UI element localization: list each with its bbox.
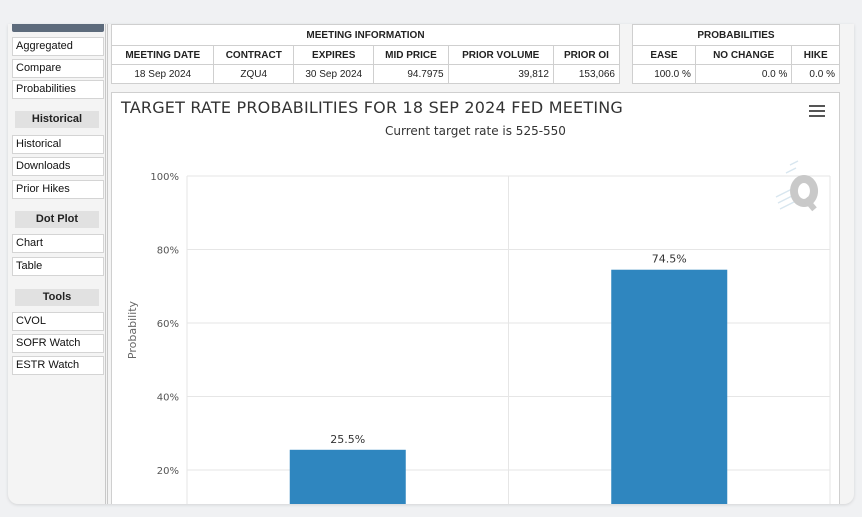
sidebar: Aggregated Compare Probabilities Histori…: [12, 24, 108, 504]
app-frame: Aggregated Compare Probabilities Histori…: [8, 24, 854, 504]
meeting-info-table: MEETING INFORMATION MEETING DATE CONTRAC…: [110, 24, 621, 84]
cell-contract: ZQU4: [213, 64, 295, 84]
y-tick-label: 80%: [157, 246, 179, 257]
cell-mid-price: 94.7975: [373, 64, 449, 84]
chart-container: 20% 40% 60% 80% 100% Probability 25.5% 74.5% TA…: [111, 92, 840, 504]
q-logo-icon: [775, 160, 819, 212]
cell-meeting-date: 18 Sep 2024: [110, 64, 215, 84]
y-tick-label: 100%: [150, 172, 179, 183]
sidebar-item-sofr-watch[interactable]: SOFR Watch: [12, 334, 104, 353]
probabilities-table: PROBABILITIES EASE NO CHANGE HIKE 100.0 …: [632, 24, 840, 84]
cell-prior-volume: 39,812: [447, 64, 554, 84]
sidebar-header-tools: Tools: [15, 289, 99, 306]
col-prior-oi: PRIOR OI: [552, 45, 621, 65]
cell-ease: 100.0 %: [632, 64, 696, 84]
col-prior-volume: PRIOR VOLUME: [447, 45, 554, 65]
y-tick-label: 60%: [157, 319, 179, 330]
col-ease: EASE: [632, 45, 696, 65]
sidebar-item-table[interactable]: Table: [12, 257, 104, 276]
meeting-info-title: MEETING INFORMATION: [111, 24, 620, 46]
sidebar-item-downloads[interactable]: Downloads: [12, 157, 104, 176]
sidebar-item-historical[interactable]: Historical: [12, 135, 104, 154]
sidebar-item-chart[interactable]: Chart: [12, 234, 104, 253]
y-tick-label: 20%: [157, 466, 179, 477]
sidebar-item-aggregated[interactable]: Aggregated: [12, 37, 104, 56]
sidebar-item-estr-watch[interactable]: ESTR Watch: [12, 356, 104, 375]
col-meeting-date: MEETING DATE: [110, 45, 215, 65]
sidebar-header-dot-plot: Dot Plot: [15, 211, 99, 228]
cell-hike: 0.0 %: [791, 64, 840, 84]
sidebar-header-historical: Historical: [15, 111, 99, 128]
sidebar-item-prior-hikes[interactable]: Prior Hikes: [12, 180, 104, 199]
y-axis-label: Probability: [126, 300, 139, 359]
cell-no-change: 0.0 %: [694, 64, 793, 84]
sidebar-item-cvol[interactable]: CVOL: [12, 312, 104, 331]
sidebar-item-probabilities[interactable]: Probabilities: [12, 80, 104, 99]
data-label: 74.5%: [652, 253, 687, 266]
cell-expires: 30 Sep 2024: [293, 64, 375, 84]
sidebar-item-compare[interactable]: Compare: [12, 59, 104, 78]
hamburger-menu-icon[interactable]: [809, 105, 825, 119]
data-label: 25.5%: [330, 433, 365, 446]
bar-chart: 20% 40% 60% 80% 100% Probability 25.5% 74.5%: [126, 172, 831, 504]
col-mid-price: MID PRICE: [373, 45, 449, 65]
bar-0: [289, 449, 406, 504]
bar-1: [611, 269, 728, 504]
chart-title: TARGET RATE PROBABILITIES FOR 18 SEP 202…: [121, 98, 624, 117]
sidebar-divider-2: [107, 24, 108, 504]
cell-prior-oi: 153,066: [552, 64, 621, 84]
sidebar-current-tab[interactable]: [12, 24, 104, 32]
col-hike: HIKE: [791, 45, 840, 65]
sidebar-divider: [105, 24, 106, 504]
probabilities-title: PROBABILITIES: [632, 24, 840, 46]
chart-subtitle: Current target rate is 525-550: [385, 124, 566, 138]
y-tick-label: 40%: [157, 393, 179, 404]
col-expires: EXPIRES: [293, 45, 375, 65]
col-contract: CONTRACT: [213, 45, 295, 65]
col-no-change: NO CHANGE: [694, 45, 793, 65]
